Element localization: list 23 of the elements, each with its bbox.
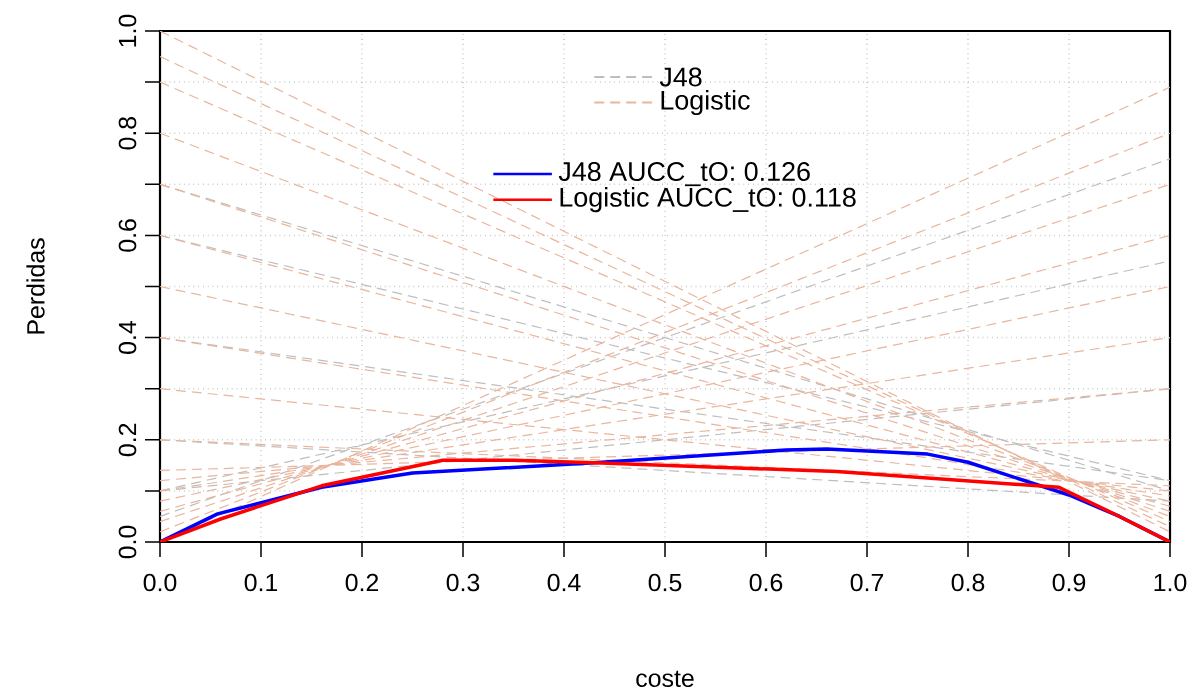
x-tick-label: 0.7	[850, 573, 884, 592]
y-tick-label: 0.0	[118, 525, 137, 559]
x-tick-label: 0.2	[345, 573, 379, 592]
y-tick-label: 0.8	[118, 116, 137, 150]
y-tick-label: 0.2	[118, 423, 137, 457]
y-tick-label: 1.0	[118, 14, 137, 47]
x-tick-label: 0.9	[1052, 573, 1086, 592]
legend-label: J48	[659, 67, 702, 87]
x-tick-label: 0.1	[244, 573, 278, 592]
x-tick-label: 0.5	[648, 573, 682, 592]
x-tick-label: 0.3	[446, 573, 480, 592]
y-tick-label: 0.6	[118, 219, 137, 252]
y-tick-label: 0.4	[118, 321, 137, 354]
x-tick-label: 0.6	[749, 573, 783, 592]
legend-label: Logistic AUCC_tO: 0.118	[560, 187, 856, 213]
y-axis-title: Perdidas	[26, 238, 45, 334]
x-tick-label: 1.0	[1154, 573, 1187, 592]
legend-label: J48 AUCC_tO: 0.126	[558, 162, 810, 187]
x-tick-label: 0.8	[951, 573, 985, 592]
legend-label: Logistic	[661, 89, 750, 116]
x-tick-label: 0.4	[547, 573, 581, 592]
x-tick-label: 0.0	[143, 573, 177, 592]
x-axis-title: coste	[636, 670, 694, 688]
